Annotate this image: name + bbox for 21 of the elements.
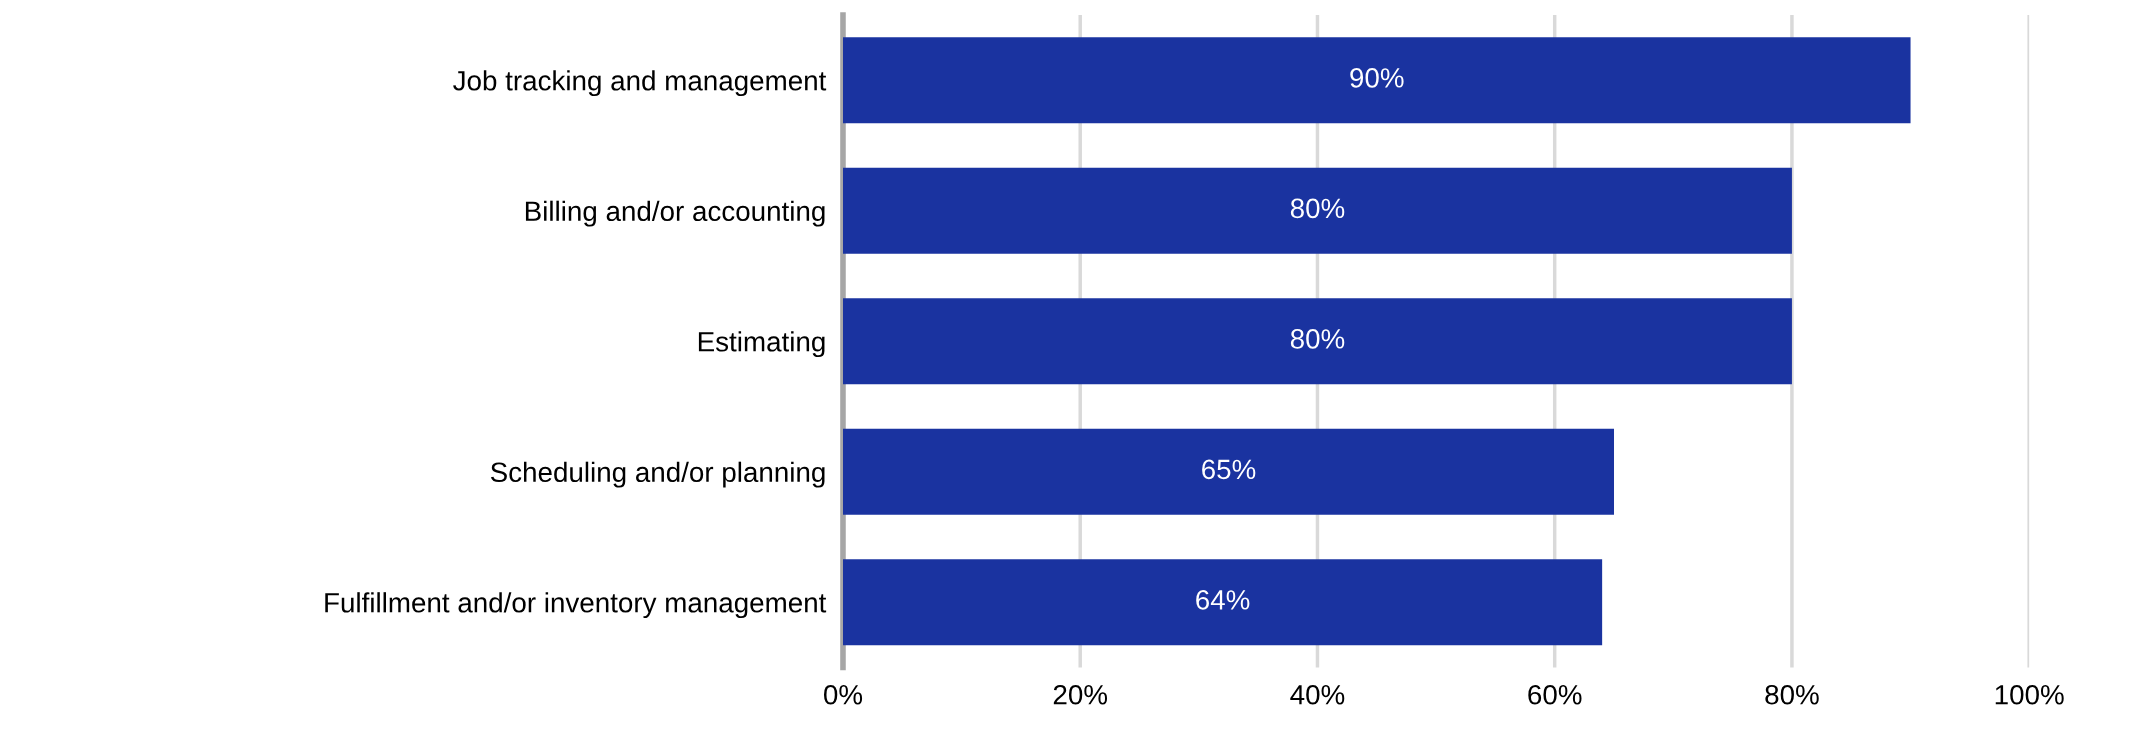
data-label: 90%: [1350, 68, 1404, 88]
data-label: 80%: [1290, 198, 1345, 219]
data-label: 65%: [1202, 459, 1256, 480]
y-tick-label: Job tracking and management: [453, 70, 827, 97]
x-tick-label: 20%: [1053, 684, 1108, 705]
x-tick-label: 0%: [824, 684, 863, 705]
data-label: 80%: [1290, 329, 1345, 349]
bar: [842, 298, 1792, 385]
x-tick-label: 40%: [1290, 684, 1345, 705]
data-label: 64%: [1196, 590, 1250, 610]
bar: [842, 559, 1603, 646]
x-tick-label: 80%: [1765, 684, 1819, 705]
x-tick-label: 100%: [1995, 684, 2064, 705]
y-tick-label: Billing and/or accounting: [525, 200, 825, 227]
y-tick-label: Fulfillment and/or inventory management: [325, 592, 827, 619]
bar: [842, 37, 1911, 124]
x-tick-label: 60%: [1528, 684, 1582, 705]
bar: [842, 428, 1615, 515]
bar: [842, 167, 1792, 254]
y-tick-label: Scheduling and/or planning: [490, 461, 825, 488]
y-tick-label: Estimating: [698, 331, 825, 358]
